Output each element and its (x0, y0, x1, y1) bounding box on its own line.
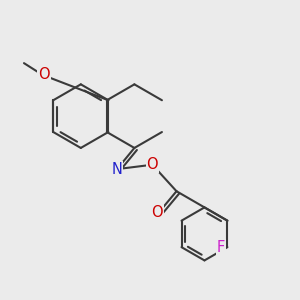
Text: O: O (152, 205, 163, 220)
Text: O: O (38, 68, 50, 82)
Text: N: N (112, 162, 122, 177)
Text: O: O (146, 157, 158, 172)
Text: F: F (217, 240, 225, 255)
